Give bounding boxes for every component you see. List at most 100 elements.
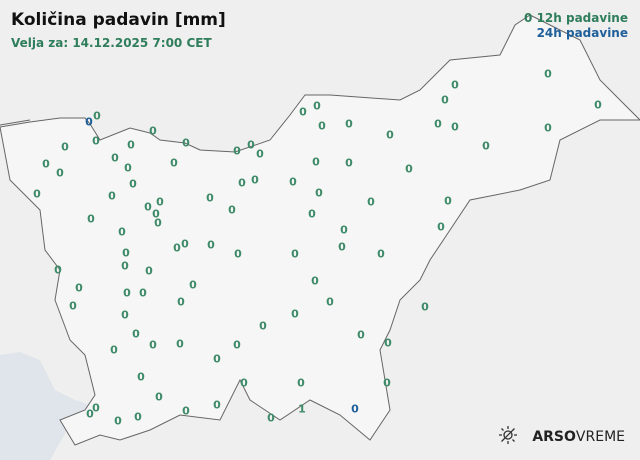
station-value-12h[interactable]: 0 — [182, 136, 190, 150]
station-value-12h[interactable]: 0 — [340, 223, 348, 237]
station-value-12h[interactable]: 0 — [152, 207, 160, 221]
sun-icon[interactable] — [498, 425, 518, 449]
station-value-12h[interactable]: 0 — [315, 186, 323, 200]
station-value-12h[interactable]: 0 — [297, 376, 305, 390]
station-value-12h[interactable]: 0 — [207, 238, 215, 252]
sea — [0, 352, 90, 460]
station-value-12h[interactable]: 0 — [206, 191, 214, 205]
station-value-12h[interactable]: 0 — [544, 67, 552, 81]
station-value-12h[interactable]: 0 — [155, 390, 163, 404]
station-value-12h[interactable]: 0 — [93, 109, 101, 123]
station-value-12h[interactable]: 0 — [544, 121, 552, 135]
legend-24h: 24h padavine — [536, 26, 628, 40]
station-value-12h[interactable]: 0 — [87, 212, 95, 226]
station-value-12h[interactable]: 0 — [240, 376, 248, 390]
station-value-12h[interactable]: 0 — [129, 177, 137, 191]
station-value-12h[interactable]: 1 — [298, 402, 306, 416]
station-value-12h[interactable]: 0 — [149, 338, 157, 352]
station-value-12h[interactable]: 0 — [134, 410, 142, 424]
station-value-12h[interactable]: 0 — [86, 407, 94, 421]
station-value-12h[interactable]: 0 — [386, 128, 394, 142]
station-value-12h[interactable]: 0 — [308, 207, 316, 221]
station-value-12h[interactable]: 0 — [92, 401, 100, 415]
station-value-12h[interactable]: 0 — [111, 151, 119, 165]
station-value-24h[interactable]: 0 — [351, 402, 359, 416]
station-value-12h[interactable]: 0 — [118, 225, 126, 239]
station-value-12h[interactable]: 0 — [291, 307, 299, 321]
station-value-12h[interactable]: 0 — [444, 194, 452, 208]
station-value-12h[interactable]: 0 — [256, 147, 264, 161]
station-value-12h[interactable]: 0 — [228, 203, 236, 217]
station-value-12h[interactable]: 0 — [149, 124, 157, 138]
station-value-12h[interactable]: 0 — [338, 240, 346, 254]
station-value-12h[interactable]: 0 — [127, 138, 135, 152]
station-value-12h[interactable]: 0 — [110, 343, 118, 357]
station-value-12h[interactable]: 0 — [121, 259, 129, 273]
station-value-12h[interactable]: 0 — [383, 376, 391, 390]
station-value-12h[interactable]: 0 — [176, 337, 184, 351]
station-value-12h[interactable]: 0 — [132, 327, 140, 341]
station-value-12h[interactable]: 0 — [289, 175, 297, 189]
station-value-12h[interactable]: 0 — [594, 98, 602, 112]
station-value-12h[interactable]: 0 — [326, 295, 334, 309]
station-value-12h[interactable]: 0 — [124, 161, 132, 175]
station-value-12h[interactable]: 0 — [267, 411, 275, 425]
station-value-12h[interactable]: 0 — [313, 99, 321, 113]
station-value-12h[interactable]: 0 — [247, 138, 255, 152]
station-value-12h[interactable]: 0 — [170, 156, 178, 170]
legend-12h-symbol: 0 — [524, 11, 533, 25]
station-value-12h[interactable]: 0 — [213, 398, 221, 412]
station-value-12h[interactable]: 0 — [33, 187, 41, 201]
station-value-12h[interactable]: 0 — [145, 264, 153, 278]
station-value-12h[interactable]: 0 — [451, 78, 459, 92]
station-value-12h[interactable]: 0 — [434, 117, 442, 131]
station-value-12h[interactable]: 0 — [189, 278, 197, 292]
station-value-12h[interactable]: 0 — [384, 336, 392, 350]
station-value-12h[interactable]: 0 — [75, 281, 83, 295]
station-value-12h[interactable]: 0 — [233, 144, 241, 158]
station-value-12h[interactable]: 0 — [156, 195, 164, 209]
station-value-12h[interactable]: 0 — [233, 338, 241, 352]
station-value-12h[interactable]: 0 — [234, 247, 242, 261]
station-value-12h[interactable]: 0 — [61, 140, 69, 154]
station-value-12h[interactable]: 0 — [122, 246, 130, 260]
station-value-12h[interactable]: 0 — [345, 117, 353, 131]
station-value-12h[interactable]: 0 — [405, 162, 413, 176]
station-value-12h[interactable]: 0 — [154, 216, 162, 230]
station-value-12h[interactable]: 0 — [123, 286, 131, 300]
station-value-12h[interactable]: 0 — [251, 173, 259, 187]
station-value-12h[interactable]: 0 — [451, 120, 459, 134]
station-value-12h[interactable]: 0 — [144, 200, 152, 214]
station-value-12h[interactable]: 0 — [114, 414, 122, 428]
station-value-12h[interactable]: 0 — [421, 300, 429, 314]
station-value-12h[interactable]: 0 — [92, 134, 100, 148]
station-value-12h[interactable]: 0 — [213, 352, 221, 366]
station-value-12h[interactable]: 0 — [56, 166, 64, 180]
station-value-12h[interactable]: 0 — [299, 105, 307, 119]
station-value-12h[interactable]: 0 — [54, 263, 62, 277]
station-value-12h[interactable]: 0 — [173, 241, 181, 255]
station-value-12h[interactable]: 0 — [318, 119, 326, 133]
station-value-12h[interactable]: 0 — [437, 220, 445, 234]
station-value-12h[interactable]: 0 — [137, 370, 145, 384]
station-value-12h[interactable]: 0 — [441, 93, 449, 107]
station-value-12h[interactable]: 0 — [108, 189, 116, 203]
station-value-12h[interactable]: 0 — [238, 176, 246, 190]
station-value-12h[interactable]: 0 — [291, 247, 299, 261]
station-value-12h[interactable]: 0 — [259, 319, 267, 333]
station-value-12h[interactable]: 0 — [177, 295, 185, 309]
station-value-12h[interactable]: 0 — [69, 299, 77, 313]
station-value-24h[interactable]: 0 — [85, 115, 93, 129]
station-value-12h[interactable]: 0 — [357, 328, 365, 342]
station-value-12h[interactable]: 0 — [42, 157, 50, 171]
station-value-12h[interactable]: 0 — [377, 247, 385, 261]
station-value-12h[interactable]: 0 — [345, 156, 353, 170]
station-value-12h[interactable]: 0 — [182, 404, 190, 418]
station-value-12h[interactable]: 0 — [181, 237, 189, 251]
station-value-12h[interactable]: 0 — [139, 286, 147, 300]
station-value-12h[interactable]: 0 — [311, 274, 319, 288]
station-value-12h[interactable]: 0 — [312, 155, 320, 169]
station-value-12h[interactable]: 0 — [367, 195, 375, 209]
station-value-12h[interactable]: 0 — [482, 139, 490, 153]
station-value-12h[interactable]: 0 — [121, 308, 129, 322]
